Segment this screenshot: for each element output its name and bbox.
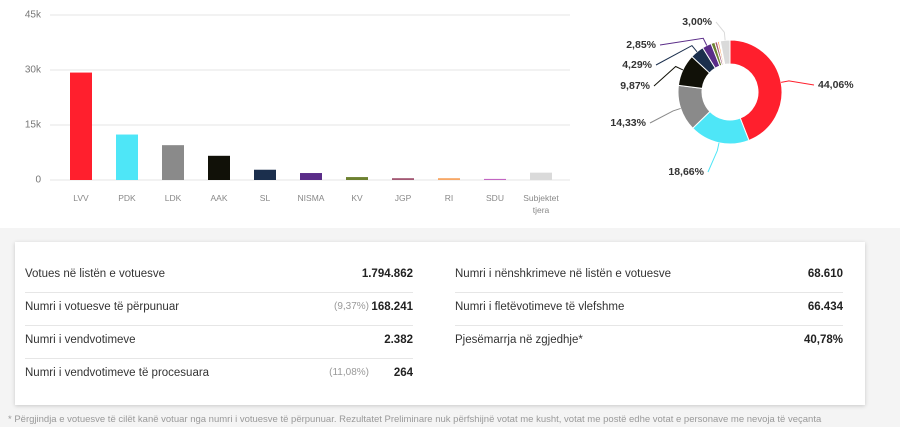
stat-value: 2.382 [384,334,413,346]
charts: 0 15k 30k 45k 44,06% 18,66% 14,33% 9,87% 4,29% 2,… [25,10,854,186]
stat-row: Numri i vendvotimeve të procesuara (11,08… [25,359,413,391]
bar [162,145,184,180]
stat-label: Numri i vendvotimeve të procesuara [25,367,210,379]
stats-panel: Votues në listën e votuesve 1.794.862 Numr… [15,242,865,405]
bar [392,178,414,180]
y-tick-label: 30k [25,65,42,76]
data-label: 3,00% [682,16,712,28]
x-tick-label: NISMA [297,193,325,203]
stat-note: (11,08%) [329,367,369,378]
bar [300,173,322,180]
y-tick-label: 0 [35,175,41,186]
stat-label: Numri i votuesve të përpunuar [25,301,180,313]
bar [530,172,552,180]
bar [116,134,138,180]
leader-line [653,65,684,87]
stat-value: 1.794.862 [361,268,413,280]
bar [346,177,368,180]
data-label: 4,29% [622,59,652,71]
stats-left: Votues në listën e votuesve 1.794.862 Numr… [25,260,413,391]
stat-row: Numri i nënshkrimeve në listën e votuesv… [455,260,843,293]
x-tick-label: LVV [73,193,89,203]
bar [484,178,506,180]
stat-row: Numri i vendvotimeve 2.382 [25,326,413,359]
pie-slice [719,39,731,66]
stat-value: 66.434 [807,301,843,313]
stat-note: (9,37%) [333,301,369,312]
x-tick-label: KV [351,193,363,203]
bar [438,178,460,180]
data-label: 14,33% [610,117,646,129]
chart-area: 0 15k 30k 45k 44,06% 18,66% 14,33% 9,87% 4,29% 2,… [0,0,900,228]
stat-row: Votues në listën e votuesve 1.794.862 [25,260,413,293]
stat-row: Numri i votuesve të përpunuar (9,37%) 168.… [25,293,413,326]
x-tick-label: SDU [486,193,504,203]
data-label: 44,06% [818,79,854,91]
leader-line [781,80,815,86]
footnote: * Përgjindja e votuesve të cilët kanë vo… [8,414,822,425]
x-tick-label: LDK [164,193,182,203]
bar [70,72,92,180]
y-tick-label: 15k [25,120,42,131]
bar [208,155,230,180]
data-label: 2,85% [626,39,656,51]
x-tick-label: JGP [394,193,412,203]
leader-line [659,37,708,46]
x-tick-label: PDK [118,193,136,203]
x-tick-label: RI [444,193,454,203]
leader-line [649,107,681,124]
stat-row: Pjesëmarrja në zgjedhje* 40,78% [455,326,843,358]
bar [254,169,276,180]
stat-label: Numri i nënshkrimeve në listën e votuesv… [455,268,672,280]
stat-label: Numri i vendvotimeve [25,334,136,346]
leader-line [655,44,698,66]
stat-label: Votues në listën e votuesve [25,268,166,280]
x-tick-label: AAK [210,193,228,203]
stat-label: Pjesëmarrja në zgjedhje* [455,334,583,346]
stat-value: 68.610 [807,268,843,280]
data-label: 9,87% [620,80,650,92]
stats-right: Numri i nënshkrimeve në listën e votuesv… [455,260,843,358]
stat-value: 40,78% [803,334,843,346]
x-tick-label: SL [259,193,271,203]
stat-value: 264 [393,367,413,379]
pie-slice [729,39,783,142]
y-tick-label: 45k [25,10,42,21]
x-tick-label: Subjektet tjera [523,193,559,215]
stat-value: 168.241 [371,301,413,313]
stat-row: Numri i fletëvotimeve të vlefshme 66.434 [455,293,843,326]
leader-line [715,21,726,41]
leader-line [707,142,720,173]
data-label: 18,66% [668,166,704,178]
stat-label: Numri i fletëvotimeve të vlefshme [455,301,625,313]
